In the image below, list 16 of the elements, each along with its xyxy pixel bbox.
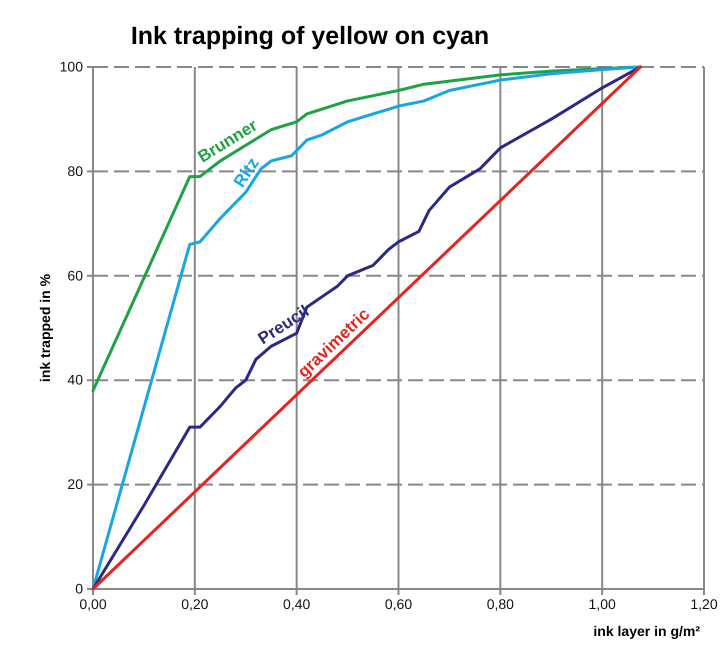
y-tick-label: 100 — [60, 58, 84, 74]
y-tick-label: 40 — [67, 372, 84, 388]
y-axis-title: ink trapped in % — [37, 273, 53, 382]
y-tick-label: 0 — [75, 580, 84, 596]
y-tick-label: 80 — [67, 162, 84, 179]
chart-title: Ink trapping of yellow on cyan — [130, 22, 490, 50]
y-tick-label: 60 — [67, 267, 84, 284]
x-tick-label: 1,20 — [690, 596, 718, 612]
y-tick-label: 20 — [67, 476, 84, 492]
x-tick-label: 0,60 — [384, 596, 412, 612]
x-tick-label: 0,40 — [283, 596, 311, 612]
x-tick-label: 0,80 — [486, 596, 514, 612]
x-tick-label: 1,00 — [588, 596, 616, 612]
x-tick-label: 0,20 — [181, 596, 209, 612]
x-tick-label: 0,00 — [79, 596, 107, 612]
x-axis-title: ink layer in g/m² — [593, 623, 700, 639]
